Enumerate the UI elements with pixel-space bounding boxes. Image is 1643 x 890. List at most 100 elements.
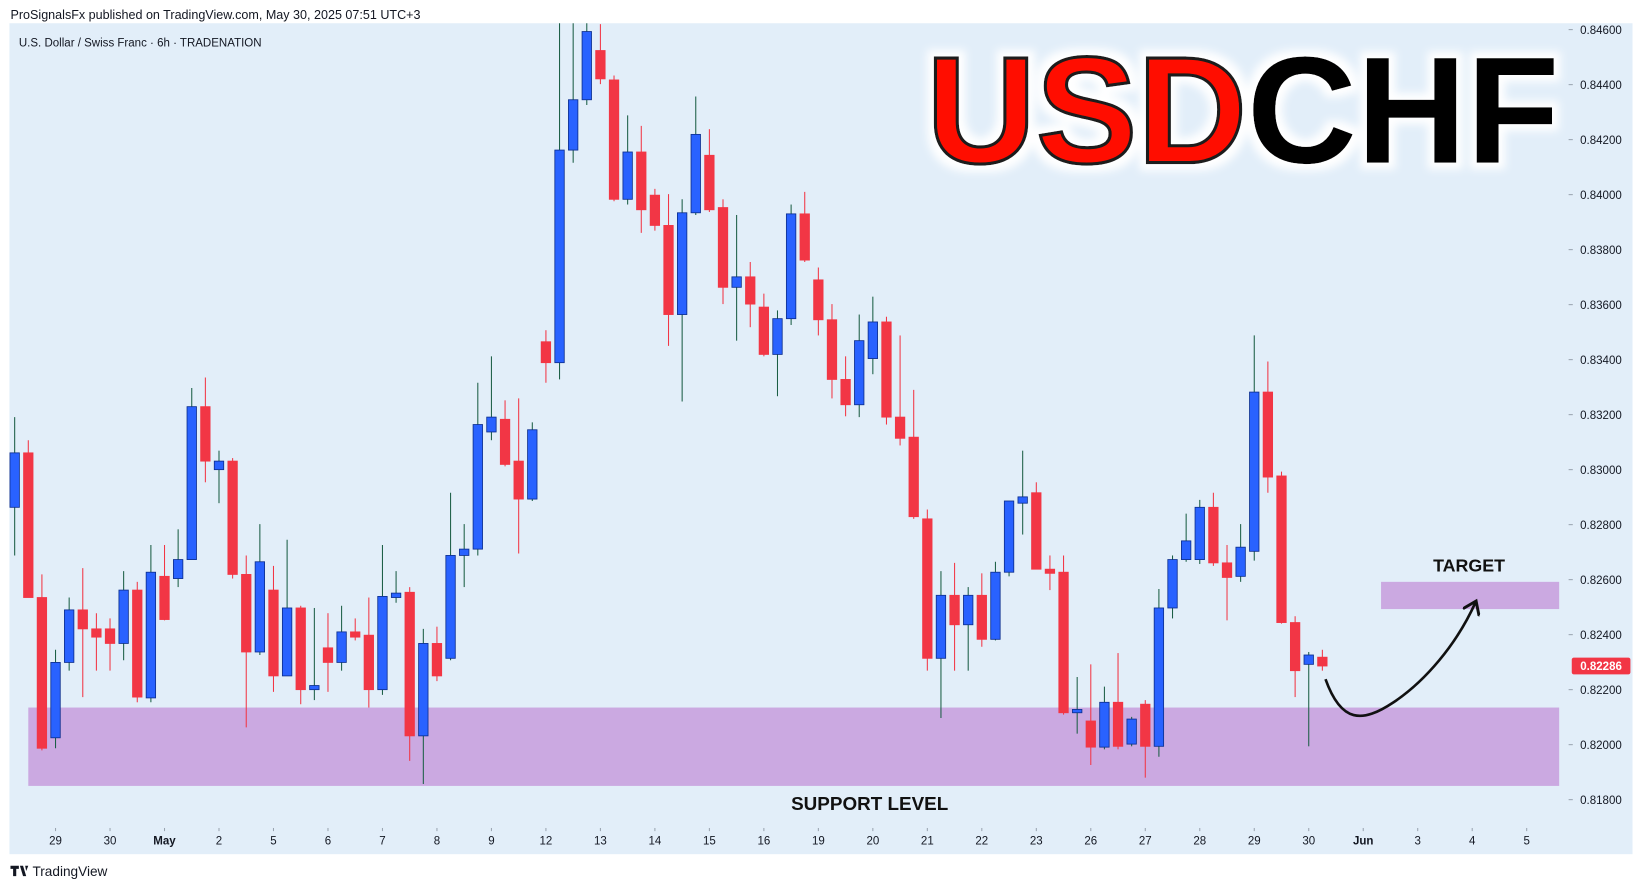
candle-body: [377, 596, 388, 691]
symbol-logo: USDCHF: [926, 26, 1559, 196]
candle-body: [91, 628, 102, 638]
candle-body: [1058, 571, 1069, 714]
x-tick-label: 16: [757, 836, 770, 848]
candle-body: [459, 548, 470, 556]
candle-body: [1031, 492, 1042, 570]
y-tick-label: 0.84200: [1580, 135, 1622, 147]
logo-mark: [10, 865, 29, 877]
candle-body: [50, 662, 61, 739]
candle-body: [1262, 391, 1274, 478]
x-tick-label: 23: [1030, 836, 1043, 848]
candle-body: [1112, 701, 1124, 747]
last-price-badge: [1571, 657, 1631, 675]
candle-body: [581, 31, 592, 101]
candle-body: [922, 518, 933, 659]
x-tick-label: 26: [1084, 836, 1097, 848]
candle-body: [1072, 709, 1083, 714]
y-tick-label: 0.82600: [1580, 575, 1622, 587]
candle-body: [1003, 500, 1015, 573]
candle-body: [418, 643, 429, 737]
x-tick-label: 5: [270, 836, 276, 848]
price-zone: [28, 707, 1560, 786]
candle-body: [1167, 559, 1178, 609]
x-tick-label: 6: [325, 836, 331, 848]
candle-body: [772, 318, 783, 355]
candle-body: [295, 607, 306, 691]
candle-body: [1235, 546, 1246, 577]
candle-body: [568, 99, 579, 151]
candle-body: [990, 571, 1001, 640]
x-tick-label: 2: [216, 836, 222, 848]
plot-area: [9, 23, 1560, 786]
y-tick-label: 0.82400: [1580, 630, 1622, 642]
last-price-label: 0.82286: [1580, 661, 1622, 673]
candle-body: [1181, 540, 1192, 560]
x-tick-label: 15: [703, 836, 716, 848]
y-tick-label: 0.84000: [1580, 190, 1622, 202]
candle-body: [186, 406, 197, 560]
candle-body: [908, 436, 919, 518]
candle-body: [1017, 496, 1028, 504]
x-tick-label: 27: [1139, 836, 1152, 848]
x-tick-label: 30: [104, 836, 117, 848]
y-tick-label: 0.83600: [1580, 300, 1622, 312]
candle-body: [1153, 607, 1165, 747]
x-tick-label: 9: [488, 836, 494, 848]
y-tick-label: 0.83400: [1580, 355, 1622, 367]
candle-body: [704, 154, 715, 211]
x-tick-label: 13: [594, 836, 607, 848]
candle-body: [281, 607, 293, 677]
candle-body: [36, 597, 48, 749]
candle-body: [132, 589, 143, 698]
candle-body: [268, 589, 279, 677]
candle-body: [636, 151, 647, 211]
symbol-quote: CHF: [1247, 26, 1559, 196]
candle-body: [1303, 654, 1314, 665]
candle-body: [540, 341, 552, 364]
candle-body: [799, 213, 810, 261]
candle-body: [963, 594, 974, 626]
candle-body: [867, 321, 878, 359]
x-tick-label: May: [153, 836, 176, 848]
candle-body: [200, 406, 211, 462]
candle-body: [527, 429, 538, 500]
candle-body: [1317, 656, 1328, 667]
candle-body: [104, 628, 116, 644]
x-tick-label: 8: [434, 836, 440, 848]
candle-body: [227, 460, 238, 575]
candle-body: [77, 609, 88, 630]
x-tick-label: 20: [866, 836, 879, 848]
candle-body: [826, 319, 838, 380]
candle-body: [404, 591, 415, 737]
y-tick-label: 0.81800: [1580, 795, 1622, 807]
tradingview-logo: TradingView: [10, 864, 108, 879]
y-tick-label: 0.82000: [1580, 740, 1622, 752]
x-tick-label: 22: [975, 836, 988, 848]
candle-body: [445, 555, 456, 659]
candle-body: [431, 643, 443, 677]
candle-body: [677, 212, 688, 315]
candle-body: [1126, 718, 1137, 745]
x-tick-label: 30: [1302, 836, 1315, 848]
candle-body: [1208, 506, 1219, 564]
footer-brand: TradingView: [32, 864, 107, 879]
candle-body: [813, 279, 824, 321]
candle-body: [1194, 506, 1205, 560]
candle-body: [854, 340, 865, 406]
candle-body: [472, 424, 483, 550]
candle-body: [172, 559, 184, 579]
candle-body: [9, 452, 20, 508]
candle-body: [1085, 720, 1096, 748]
candle-body: [363, 634, 374, 691]
support-label: SUPPORT LEVEL: [791, 793, 948, 814]
candle-body: [390, 592, 402, 598]
candle-body: [350, 631, 361, 638]
y-tick-label: 0.83200: [1580, 410, 1622, 422]
projection-arrow: [1324, 603, 1476, 717]
x-tick-label: 28: [1193, 836, 1206, 848]
candle-body: [949, 594, 960, 626]
y-tick-label: 0.82800: [1580, 520, 1622, 532]
candle-body: [336, 631, 347, 663]
x-tick-label: 14: [648, 836, 661, 848]
candle-body: [1099, 701, 1110, 748]
